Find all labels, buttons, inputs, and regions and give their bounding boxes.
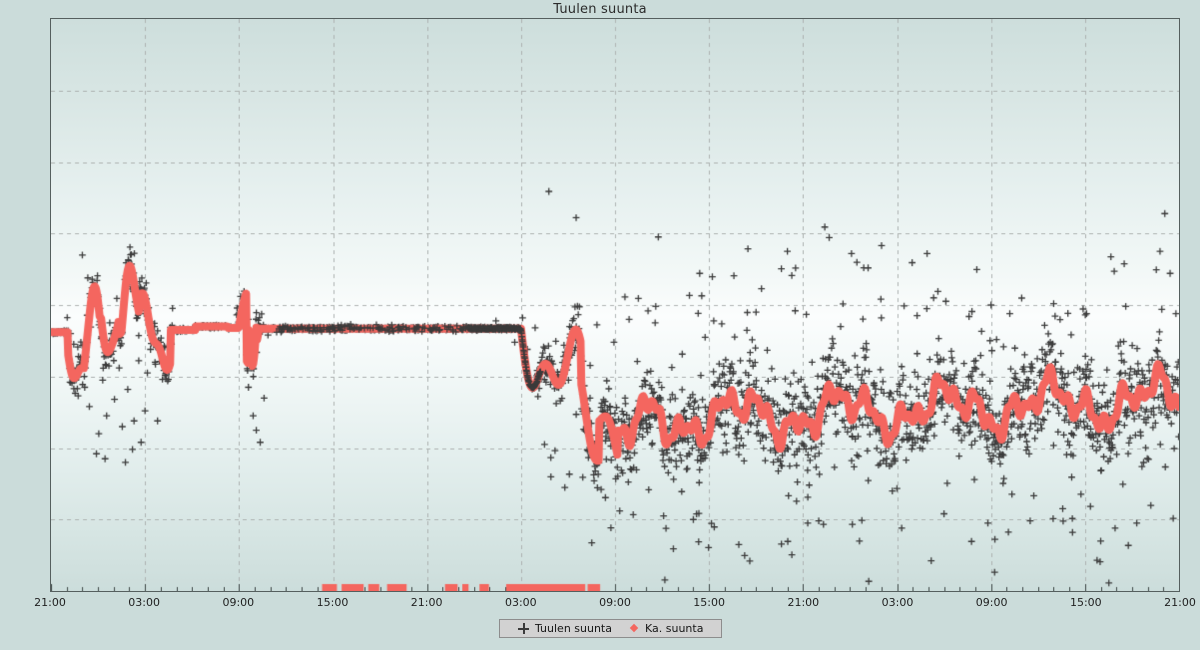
x-tick-label: 09:00 [599, 596, 631, 609]
x-tick-label: 09:00 [975, 596, 1008, 609]
legend-item-ka-suunta[interactable]: Ka. suunta [621, 622, 712, 635]
legend-label: Tuulen suunta [535, 622, 612, 635]
x-tick-label: 03:00 [128, 596, 161, 609]
diamond-icon [630, 624, 639, 633]
x-tick-label: 03:00 [504, 596, 537, 609]
x-tick-label: 21:00 [34, 596, 66, 609]
x-tick-label: 15:00 [316, 596, 349, 609]
x-tick-label: 09:00 [222, 596, 255, 609]
x-tick-label: 03:00 [881, 596, 914, 609]
plot-area [50, 18, 1180, 592]
x-tick-label: 21:00 [787, 596, 820, 609]
plot-canvas [51, 19, 1179, 591]
chart-legend: Tuulen suunta Ka. suunta [499, 619, 723, 638]
x-tick-label: 21:00 [410, 596, 443, 609]
x-tick-label: 15:00 [1069, 596, 1102, 609]
chart-title: Tuulen suunta [553, 2, 647, 17]
x-tick-label: 15:00 [693, 596, 726, 609]
plus-icon [518, 623, 529, 634]
x-tick-label: 21:00 [1164, 596, 1196, 609]
legend-label: Ka. suunta [644, 622, 704, 635]
legend-item-tuulen-suunta[interactable]: Tuulen suunta [509, 622, 621, 635]
